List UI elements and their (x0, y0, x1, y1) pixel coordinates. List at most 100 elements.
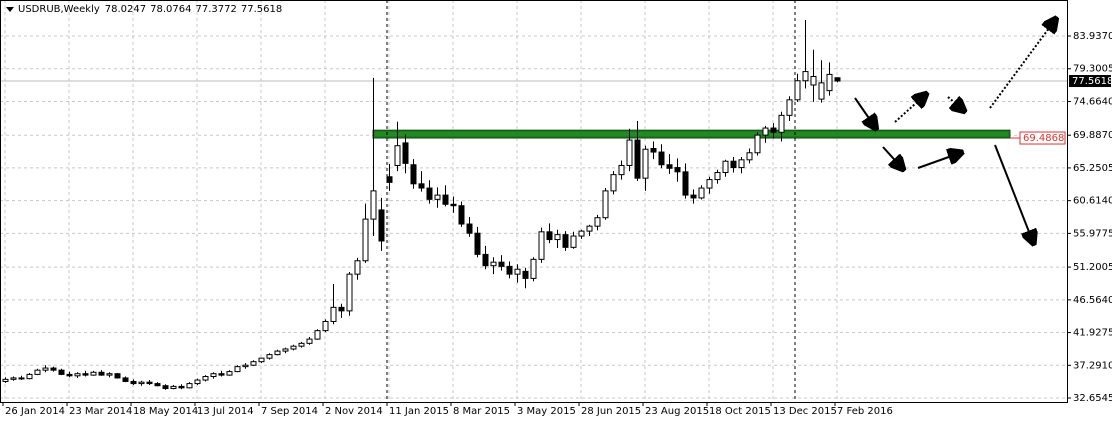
candle-body (698, 187, 705, 199)
candle-body (314, 330, 321, 340)
arrow (917, 153, 960, 169)
x-tick-label: 11 Jan 2015 (389, 406, 449, 417)
candle-body (682, 171, 689, 196)
candle-body (322, 320, 329, 332)
candle-body (578, 230, 585, 237)
candle-body (418, 183, 425, 189)
y-tick-label: 83.9370 (1073, 31, 1112, 42)
candle-body (394, 145, 401, 166)
last-price-box (1069, 75, 1111, 88)
candle-body (306, 338, 313, 344)
candle-body (570, 235, 577, 248)
candle-body (402, 142, 409, 164)
candle-body (458, 205, 465, 225)
candle-body (410, 164, 417, 185)
candle-body (714, 172, 721, 181)
x-tick-label: 28 Jun 2015 (581, 406, 641, 417)
candle-body (522, 270, 529, 279)
axes: 32.6545 37.2910 41.9275 46.5640 51.2005 55.97… (2, 31, 1112, 417)
x-tick-label: 13 Jul 2014 (197, 406, 254, 417)
x-tick-label: 8 Mar 2015 (453, 406, 510, 417)
candle-body (162, 385, 169, 390)
candle-body (242, 364, 249, 368)
candle-body (130, 380, 137, 385)
candle-body (754, 134, 761, 154)
candle-body (26, 373, 33, 380)
y-tick-label: 51.2005 (1073, 262, 1112, 273)
candle-body (234, 366, 241, 373)
candle-body (274, 350, 281, 356)
candle-body (210, 373, 217, 378)
candle-body (730, 160, 737, 169)
candle-body (546, 231, 553, 241)
candle-body (810, 76, 817, 86)
candle-body (66, 373, 73, 377)
candle-body (778, 114, 785, 133)
candle-body (170, 385, 177, 390)
candle-body (690, 194, 697, 199)
candle-body (834, 77, 841, 82)
candles (2, 20, 841, 390)
candle-body (426, 187, 433, 200)
candle-body (282, 348, 289, 352)
menu-icon[interactable] (6, 7, 14, 12)
candle-body (674, 167, 681, 173)
candle-body (642, 148, 649, 179)
candle-body (762, 127, 769, 136)
candle-body (738, 159, 745, 169)
arrow (994, 144, 1033, 242)
x-tick-label: 26 Jan 2014 (5, 406, 65, 417)
candle-body (634, 139, 641, 179)
candle-body (122, 377, 129, 382)
candle-body (98, 371, 105, 376)
candle-body (186, 383, 193, 389)
candle-body (226, 371, 233, 376)
candle-body (34, 369, 41, 375)
x-tick-label: 18 May 2014 (133, 406, 198, 417)
y-tick-label: 55.9775 (1073, 228, 1112, 239)
level-label: 69.4868 (1023, 133, 1064, 144)
candle-body (618, 164, 625, 176)
y-tick-label: 37.2910 (1073, 360, 1112, 371)
candle-body (466, 223, 473, 234)
candle-body (594, 217, 601, 227)
candle-body (450, 203, 457, 207)
candle-body (82, 373, 89, 376)
arrows (854, 20, 1055, 242)
candle-body (266, 354, 273, 359)
low: 77.3772 (196, 4, 237, 15)
candle-body (146, 381, 153, 385)
y-tick-label: 65.2505 (1073, 163, 1112, 174)
candle-body (610, 174, 617, 192)
y-tick-label: 79.3005 (1073, 64, 1112, 75)
candle-body (178, 385, 185, 389)
high: 78.0764 (150, 4, 191, 15)
candle-body (250, 361, 257, 366)
candle-body (58, 369, 65, 375)
candle-body (586, 225, 593, 232)
candle-body (42, 367, 49, 371)
candle-body (194, 379, 201, 385)
candle-body (498, 261, 505, 267)
candle-body (290, 345, 297, 350)
candle-body (354, 260, 361, 275)
x-tick-label: 23 Mar 2014 (69, 406, 132, 417)
candle-body (506, 265, 513, 275)
y-tick-label: 41.9275 (1073, 328, 1112, 339)
header: USDRUB,Weekly 78.0247 78.0764 77.3772 77.561… (18, 4, 282, 15)
candle-body (666, 164, 673, 169)
candle-body (258, 357, 265, 363)
candle-body (490, 261, 497, 267)
grid (0, 0, 1067, 402)
support-zone-inner (375, 132, 1008, 137)
candle-body (514, 268, 521, 275)
candle-body (530, 258, 537, 279)
candle-body (482, 253, 489, 267)
candle-body (562, 234, 569, 248)
y-tick-label: 32.6545 (1073, 393, 1112, 404)
candle-body (826, 73, 833, 92)
y-tick-label: 69.8870 (1073, 130, 1112, 141)
candle-body (650, 148, 657, 153)
candle-body (538, 231, 545, 260)
candle-body (106, 373, 113, 376)
